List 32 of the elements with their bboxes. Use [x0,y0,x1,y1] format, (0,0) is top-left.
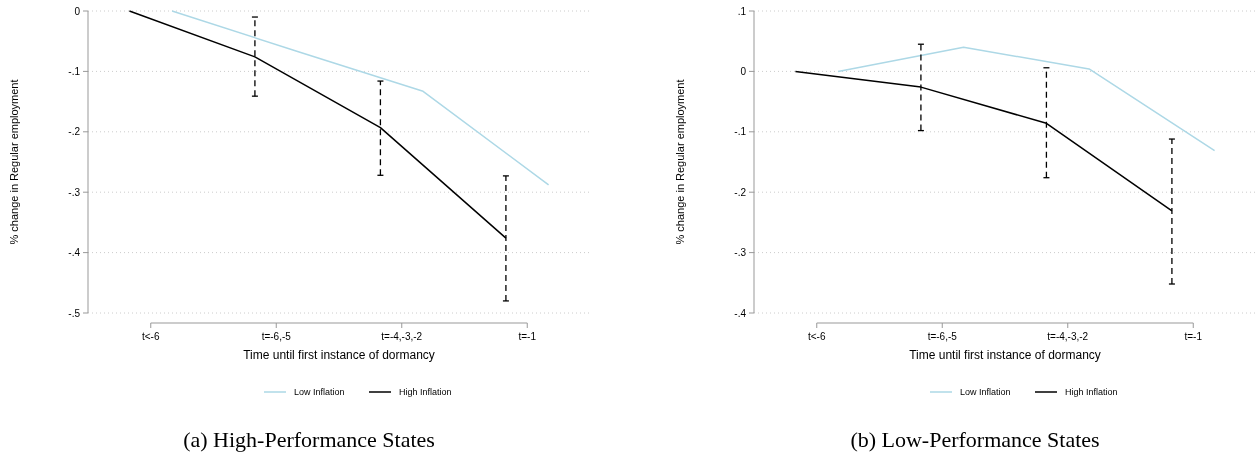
x-tick-label: t=-6,-5 [927,331,958,342]
y-tick-label: 0 [74,5,81,17]
x-tick-label: t=-4,-3,-2 [1047,331,1089,342]
x-tick-label: t<-6 [807,331,826,342]
x-tick-label: t=-1 [1184,331,1203,342]
y-tick-label: -.1 [68,65,81,77]
y-axis-title: % change in Regular employment [674,79,686,245]
y-tick-label: -.3 [734,247,747,259]
legend-label: Low Inflation [960,387,1011,398]
x-tick-label: t=-1 [518,331,537,342]
text: (b) Low-Performance States [850,427,1100,452]
legend-label: High Inflation [399,387,452,398]
x-axis-title: Time until first instance of dormancy [909,348,1101,362]
x-tick-label: t=-4,-3,-2 [381,331,423,342]
line-series [837,46,1216,152]
y-tick-label: .1 [737,5,747,17]
y-tick-label: -.2 [68,126,81,138]
x-axis-title: Time until first instance of dormancy [243,348,435,362]
y-tick-label: -.4 [68,247,81,259]
y-tick-label: -.1 [734,126,747,138]
line-series [171,10,550,186]
x-tick-label: t<-6 [141,331,160,342]
y-tick-label: -.5 [68,307,81,319]
y-tick-label: 0 [740,65,747,77]
y-tick-label: -.2 [734,186,747,198]
text: (a) High-Performance States [183,427,435,452]
y-tick-label: -.4 [734,307,747,319]
y-axis-title: % change in Regular employment [8,79,20,245]
x-tick-label: t=-6,-5 [261,331,292,342]
legend-label: Low Inflation [294,387,345,398]
y-tick-label: -.3 [68,186,81,198]
legend-label: High Inflation [1065,387,1118,398]
